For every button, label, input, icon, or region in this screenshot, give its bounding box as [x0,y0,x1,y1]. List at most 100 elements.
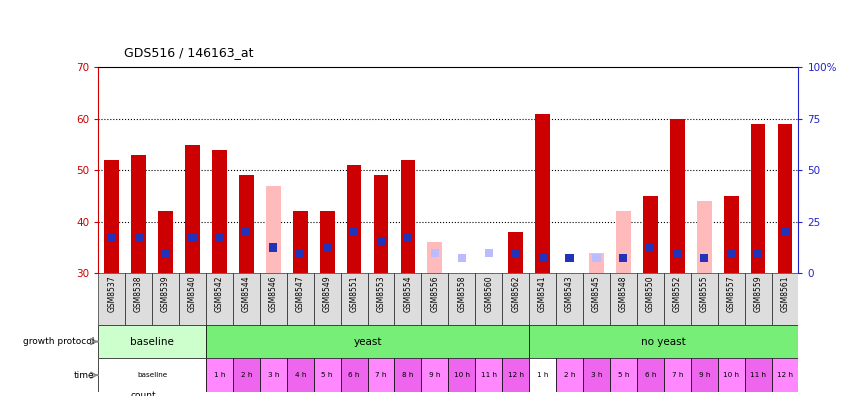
Text: 6 h: 6 h [348,372,359,378]
Bar [403,233,411,241]
Bar [699,254,707,262]
Bar [750,124,764,273]
Bar [152,273,179,325]
Bar [502,273,529,325]
Bar [485,249,492,257]
Bar [135,233,142,241]
Bar [448,273,475,325]
Bar [663,273,690,325]
Text: 4 h: 4 h [294,372,305,378]
Bar [265,186,281,273]
Text: GSM8548: GSM8548 [618,276,627,312]
Text: GSM8562: GSM8562 [511,276,519,312]
Bar [206,358,233,392]
Bar [777,124,792,273]
Bar [233,358,259,392]
Bar [618,254,627,262]
Bar [373,175,388,273]
Bar [313,358,340,392]
Bar [583,273,609,325]
Text: 6 h: 6 h [644,372,655,378]
Bar [269,244,277,251]
Text: 5 h: 5 h [321,372,333,378]
Bar [421,273,448,325]
Bar [669,119,684,273]
Text: GSM8553: GSM8553 [376,276,385,312]
Text: GSM8542: GSM8542 [215,276,223,312]
Bar [726,249,734,257]
Bar [529,325,798,358]
Bar [672,249,681,257]
Bar [215,233,223,241]
Text: 9 h: 9 h [429,372,440,378]
Text: GSM8546: GSM8546 [269,276,277,312]
Bar [269,244,277,251]
Bar [565,254,573,262]
Bar [609,358,636,392]
Bar [717,273,744,325]
Bar [98,358,206,392]
Bar [663,358,690,392]
Bar [427,242,442,273]
Bar [454,273,468,335]
Bar [589,253,603,273]
Bar [535,114,549,273]
Bar [565,254,573,262]
Text: 7 h: 7 h [374,372,386,378]
Text: GSM8555: GSM8555 [699,276,708,312]
Bar [646,244,653,251]
Bar [239,175,253,273]
Text: GSM8541: GSM8541 [537,276,547,312]
Bar [340,273,367,325]
Text: 3 h: 3 h [267,372,279,378]
Bar [770,358,798,392]
Text: 7 h: 7 h [670,372,682,378]
Bar [189,233,196,241]
Bar [179,273,206,325]
Text: GSM8550: GSM8550 [645,276,654,312]
Text: GSM8543: GSM8543 [565,276,573,312]
Bar [296,249,304,257]
Text: GSM8560: GSM8560 [484,276,493,312]
Text: 10 h: 10 h [453,372,469,378]
Bar [158,211,173,273]
Bar [636,358,663,392]
Bar [322,244,331,251]
Bar [367,358,394,392]
Bar [529,273,555,325]
Bar [717,358,744,392]
Text: GSM8557: GSM8557 [726,276,734,312]
Bar [346,165,361,273]
Bar [161,249,170,257]
Bar [457,254,466,262]
Bar [394,273,421,325]
Bar [242,228,250,236]
Bar [511,249,519,257]
Text: GSM8559: GSM8559 [752,276,762,312]
Bar [206,273,233,325]
Text: 2 h: 2 h [563,372,575,378]
Text: GSM8556: GSM8556 [430,276,439,312]
Bar [448,358,475,392]
Text: 1 h: 1 h [213,372,225,378]
Bar [609,273,636,325]
Bar [636,273,663,325]
Bar [313,273,340,325]
Bar [592,254,600,262]
Text: GSM8552: GSM8552 [672,276,681,312]
Bar [287,273,313,325]
Text: GSM8549: GSM8549 [322,276,331,312]
Text: GSM8554: GSM8554 [403,276,412,312]
Text: no yeast: no yeast [641,337,686,346]
Bar [287,358,313,392]
Text: yeast: yeast [353,337,381,346]
Text: baseline: baseline [130,337,174,346]
Bar [555,273,583,325]
Bar [615,211,630,273]
Text: 11 h: 11 h [480,372,496,378]
Bar [722,196,738,273]
Text: GSM8551: GSM8551 [349,276,358,312]
Bar [206,325,529,358]
Bar [107,233,116,241]
Bar [744,358,770,392]
